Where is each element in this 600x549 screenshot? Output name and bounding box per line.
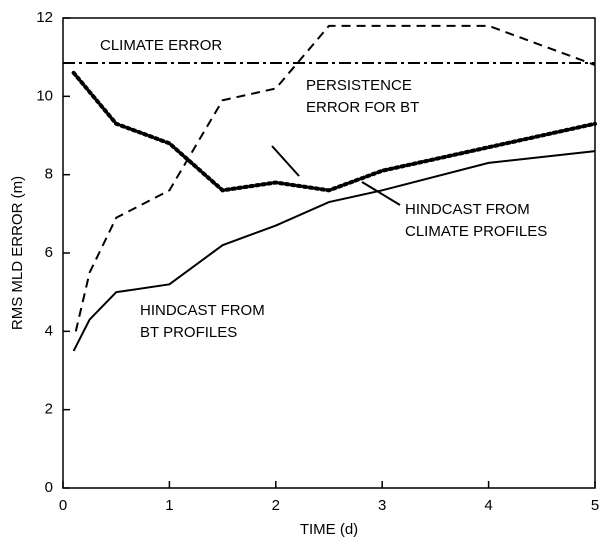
data-line bbox=[71, 70, 597, 193]
annotation: CLIMATE PROFILES bbox=[405, 223, 547, 240]
x-tick-label: 4 bbox=[484, 497, 492, 514]
y-tick-label: 12 bbox=[36, 9, 53, 26]
annotation: PERSISTENCE bbox=[306, 77, 412, 94]
annotation: HINDCAST FROM bbox=[140, 302, 265, 319]
x-tick-label: 3 bbox=[378, 497, 386, 514]
annotation: ERROR FOR BT bbox=[306, 99, 419, 116]
y-tick-label: 0 bbox=[45, 479, 53, 496]
y-tick-label: 10 bbox=[36, 87, 53, 104]
annotation: BT PROFILES bbox=[140, 324, 237, 341]
leader-line bbox=[361, 181, 401, 206]
x-tick-label: 2 bbox=[272, 497, 280, 514]
x-tick-label: 1 bbox=[165, 497, 173, 514]
x-axis-label: TIME (d) bbox=[300, 521, 358, 538]
leader-line bbox=[271, 145, 300, 177]
x-tick-label: 5 bbox=[591, 497, 599, 514]
annotation: CLIMATE ERROR bbox=[100, 37, 222, 54]
y-tick-label: 8 bbox=[45, 166, 53, 183]
y-tick-label: 6 bbox=[45, 244, 53, 261]
annotation: HINDCAST FROM bbox=[405, 201, 530, 218]
y-tick-label: 2 bbox=[45, 401, 53, 418]
x-tick-label: 0 bbox=[59, 497, 67, 514]
data-line bbox=[72, 150, 596, 352]
data-line bbox=[74, 24, 596, 332]
y-axis-label: RMS MLD ERROR (m) bbox=[9, 176, 26, 330]
y-tick-label: 4 bbox=[45, 322, 53, 339]
